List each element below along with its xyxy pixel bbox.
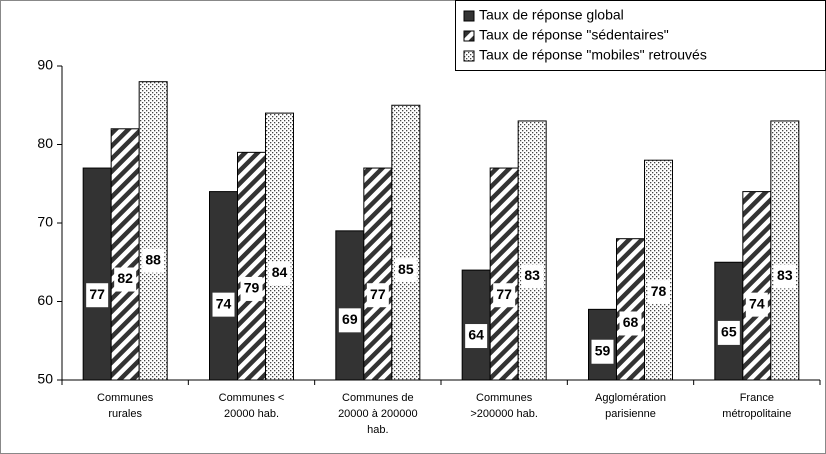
value-label: 83 (777, 267, 793, 283)
value-label-box (240, 276, 263, 301)
value-label-box (86, 283, 109, 308)
value-label-box (591, 339, 614, 364)
x-tick-label-line: >200000 hab. (470, 408, 538, 420)
value-label-box (338, 308, 361, 333)
x-tick-label-line: 20000 à 200000 (338, 408, 418, 420)
bar (489, 167, 519, 381)
value-label-box (745, 292, 768, 317)
bar (742, 191, 772, 381)
y-tick-label: 50 (37, 371, 53, 387)
bar (138, 81, 168, 381)
bar (335, 230, 365, 381)
value-label: 78 (651, 283, 667, 299)
value-label-box (212, 292, 235, 317)
value-label-box (394, 258, 417, 283)
x-tick-label-line: Communes de (342, 392, 414, 404)
legend-swatch (463, 10, 475, 22)
value-label: 85 (398, 261, 414, 277)
value-label-box (142, 248, 165, 273)
value-label-box (465, 324, 488, 349)
bar (265, 112, 294, 381)
x-tick-label: Communes rurales (97, 392, 154, 420)
bar (237, 151, 266, 381)
value-label-box (521, 264, 544, 289)
bar (517, 120, 547, 381)
x-tick-label: Agglomération parisienne (595, 392, 666, 420)
legend-label: Taux de réponse "mobiles" retrouvés (479, 47, 707, 63)
value-label: 84 (272, 264, 288, 280)
value-label: 74 (216, 295, 232, 311)
legend-box (455, 0, 826, 71)
value-label: 83 (524, 267, 540, 283)
bar (770, 120, 800, 381)
x-tick-label-line: Communes (97, 392, 154, 404)
x-tick-label-line: hab. (367, 424, 388, 436)
x-tick-label-line: Agglomération (595, 392, 666, 404)
value-label: 74 (749, 295, 765, 311)
bar (616, 238, 645, 381)
value-label-box (114, 267, 137, 292)
x-tick-label-line: métropolitaine (722, 408, 791, 420)
value-label-box (619, 311, 642, 336)
bar (391, 104, 421, 381)
value-label-box (493, 283, 516, 308)
value-label: 59 (595, 342, 611, 358)
value-label: 77 (370, 286, 386, 302)
value-label: 68 (623, 314, 639, 330)
value-label: 69 (342, 311, 358, 327)
legend-label: Taux de réponse "sédentaires" (479, 27, 669, 43)
x-tick-label: Communes >200000 hab. (470, 392, 538, 420)
bar (644, 159, 673, 381)
value-label: 64 (468, 327, 484, 343)
legend-label: Taux de réponse global (479, 7, 624, 23)
y-tick-label: 90 (37, 57, 53, 73)
legend-swatch (463, 30, 475, 42)
x-tick-label: Communes < 20000 hab. (219, 392, 285, 420)
bar (110, 128, 140, 381)
value-label-box (647, 280, 670, 305)
value-label-box (268, 261, 291, 286)
y-tick-label: 80 (37, 135, 53, 151)
value-label-box (717, 320, 740, 345)
y-tick-label: 70 (37, 214, 53, 230)
value-label: 77 (496, 286, 512, 302)
x-tick-label-line: Communes (476, 392, 533, 404)
value-label: 82 (117, 270, 133, 286)
bar (363, 167, 393, 381)
bar (209, 191, 238, 381)
value-label-box (773, 264, 796, 289)
legend-swatch (463, 50, 475, 62)
value-label: 88 (145, 251, 161, 267)
value-label: 79 (244, 280, 260, 296)
x-tick-label-line: parisienne (605, 408, 656, 420)
value-label: 77 (89, 286, 105, 302)
x-tick-label-line: Communes < (219, 392, 285, 404)
x-tick-label-line: France (740, 392, 774, 404)
value-label-box (366, 283, 389, 308)
x-tick-label: France métropolitaine (722, 392, 791, 420)
x-tick-label-line: rurales (108, 408, 142, 420)
x-tick-label: Communes de 20000 à 200000 hab. (338, 392, 418, 436)
x-tick-label-line: 20000 hab. (224, 408, 279, 420)
y-tick-label: 60 (37, 292, 53, 308)
bar (82, 167, 112, 381)
value-label: 65 (721, 324, 737, 340)
